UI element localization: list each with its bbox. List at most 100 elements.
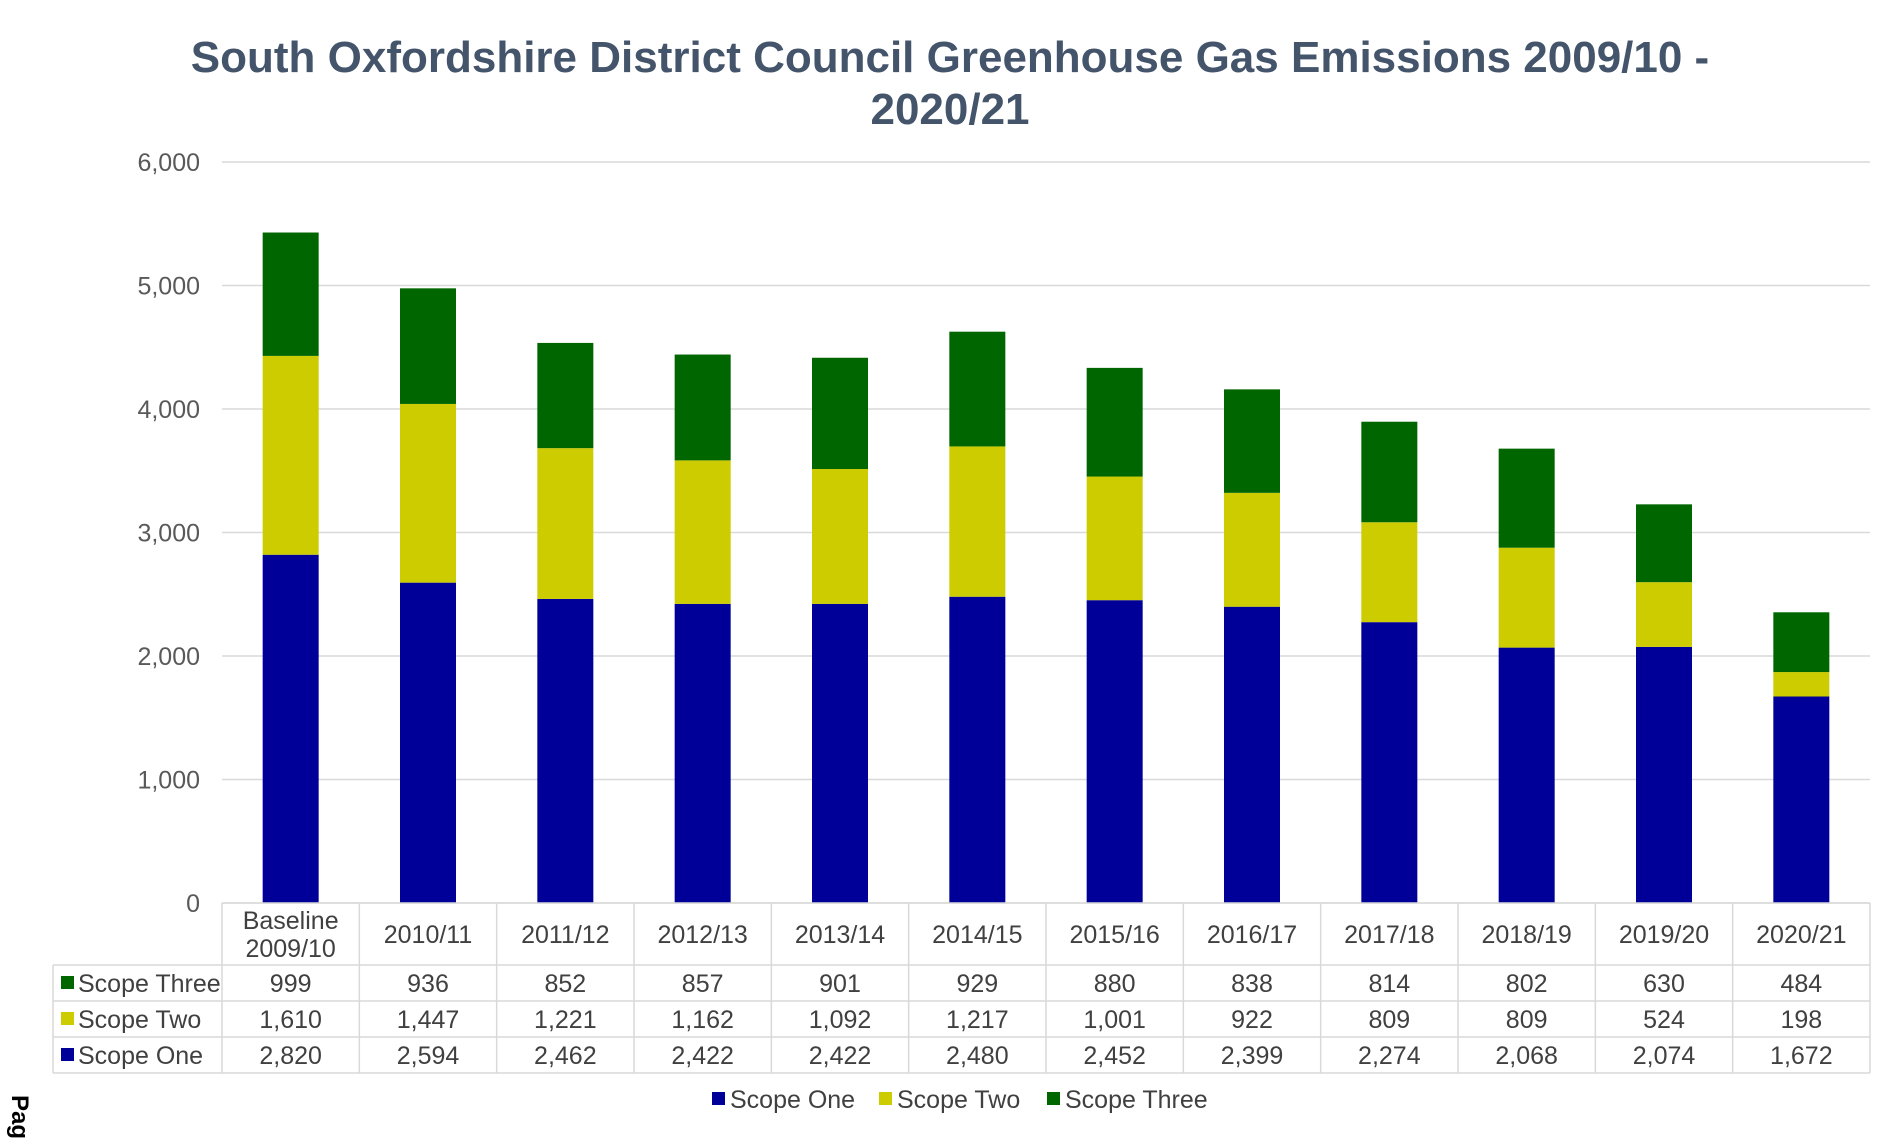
data-label: 2,068	[1495, 1042, 1558, 1070]
data-label: 1,162	[671, 1006, 734, 1034]
data-label: 1,221	[534, 1006, 597, 1034]
data-label: 1,672	[1770, 1042, 1833, 1070]
bar-scope-one	[1224, 606, 1280, 903]
data-label: 936	[407, 970, 449, 998]
x-category-label: 2016/17	[1207, 921, 1297, 949]
data-label: 630	[1643, 970, 1685, 998]
bar-scope-two	[1361, 522, 1418, 623]
table-row-label: Scope One	[78, 1042, 203, 1070]
bar-scope-one	[1361, 622, 1418, 903]
y-tick-label: 3,000	[137, 520, 200, 548]
legend-swatch-scope-one	[712, 1092, 725, 1105]
legend: Scope One Scope Two Scope Three	[712, 1086, 1208, 1114]
data-label: 1,447	[397, 1006, 460, 1034]
bar-scope-three	[1773, 612, 1830, 673]
legend-entry: Scope Three	[1065, 1086, 1208, 1114]
bar-scope-three	[1086, 367, 1143, 477]
bar-scope-one	[537, 598, 594, 903]
bar-scope-three	[812, 357, 868, 470]
table-row-label: Scope Two	[78, 1006, 201, 1034]
data-label: 809	[1506, 1006, 1548, 1034]
bar-scope-three	[674, 354, 731, 461]
data-label: 1,092	[809, 1006, 872, 1034]
bar-scope-three	[1636, 504, 1692, 583]
data-label: 2,274	[1358, 1042, 1421, 1070]
y-axis: 0 1,000 2,000 3,000 4,000 5,000 6,000	[137, 149, 200, 918]
bar-scope-two	[1498, 547, 1555, 648]
gridlines	[222, 161, 1870, 904]
data-label: 802	[1506, 970, 1548, 998]
data-label: 852	[544, 970, 586, 998]
table-row-swatch-scope-three	[61, 976, 74, 989]
x-category-label: 2015/16	[1069, 921, 1159, 949]
bar-scope-one	[949, 596, 1006, 903]
y-tick-label: 2,000	[137, 643, 200, 671]
legend-swatch-scope-two	[879, 1092, 892, 1105]
bar-scope-two	[400, 403, 456, 583]
data-label: 929	[956, 970, 998, 998]
y-tick-label: 6,000	[137, 149, 200, 177]
chart-title: South Oxfordshire District Council Green…	[191, 33, 1709, 134]
x-category-label: 2009/10	[245, 935, 335, 963]
x-category-label: 2020/21	[1756, 921, 1846, 949]
bar-scope-one	[1086, 600, 1143, 903]
data-label: 1,001	[1083, 1006, 1146, 1034]
data-label: 524	[1643, 1006, 1685, 1034]
bar-scope-three	[1224, 389, 1280, 493]
x-category-label: 2012/13	[657, 921, 747, 949]
bar-scope-three	[1498, 448, 1555, 548]
legend-entry: Scope Two	[897, 1086, 1020, 1114]
bar-scope-two	[262, 355, 319, 555]
page-side-label: Pag	[6, 1095, 33, 1139]
x-category-label: 2010/11	[384, 921, 473, 949]
bar-scope-one	[1636, 646, 1692, 903]
x-category-label: 2011/12	[521, 921, 610, 949]
data-label: 814	[1368, 970, 1410, 998]
bar-scope-two	[1636, 582, 1692, 647]
bar-scope-one	[400, 582, 456, 903]
legend-swatch-scope-three	[1047, 1092, 1060, 1105]
data-label: 1,610	[259, 1006, 322, 1034]
x-category-label: 2019/20	[1619, 921, 1709, 949]
bar-scope-three	[537, 342, 594, 449]
bar-scope-three	[1361, 421, 1418, 523]
data-label: 2,422	[671, 1042, 734, 1070]
data-label: 2,480	[946, 1042, 1009, 1070]
data-label: 2,452	[1083, 1042, 1146, 1070]
data-label: 198	[1780, 1006, 1822, 1034]
data-label: 2,074	[1633, 1042, 1696, 1070]
bar-scope-two	[949, 446, 1006, 597]
bar-scope-two	[812, 469, 868, 604]
data-label: 1,217	[946, 1006, 1009, 1034]
data-label: 838	[1231, 970, 1273, 998]
data-label: 880	[1094, 970, 1136, 998]
chart-title-line: South Oxfordshire District Council Green…	[191, 33, 1709, 82]
chart-title-line: 2020/21	[870, 85, 1029, 134]
data-label: 484	[1780, 970, 1822, 998]
table-row-swatch-scope-two	[61, 1012, 74, 1025]
data-label: 857	[682, 970, 724, 998]
bar-scope-one	[1498, 647, 1555, 903]
bar-scope-three	[262, 232, 319, 356]
bar-scope-two	[537, 448, 594, 599]
x-category-label: 2017/18	[1344, 921, 1434, 949]
bar-scope-one	[262, 554, 319, 903]
bar-scope-two	[1773, 672, 1830, 697]
bar-scope-two	[674, 460, 731, 604]
x-category-label: 2018/19	[1481, 921, 1571, 949]
table-row-label: Scope Three	[78, 970, 221, 998]
data-label: 809	[1368, 1006, 1410, 1034]
bar-scope-two	[1086, 476, 1143, 601]
data-label: 922	[1231, 1006, 1273, 1034]
data-label: 2,820	[259, 1042, 322, 1070]
data-label: 2,594	[397, 1042, 460, 1070]
bars	[262, 232, 1830, 903]
y-tick-label: 1,000	[137, 767, 200, 795]
data-label: 999	[270, 970, 312, 998]
bar-scope-two	[1224, 492, 1280, 607]
legend-entry: Scope One	[730, 1086, 855, 1114]
data-label: 2,422	[809, 1042, 872, 1070]
bar-scope-one	[1773, 696, 1830, 903]
